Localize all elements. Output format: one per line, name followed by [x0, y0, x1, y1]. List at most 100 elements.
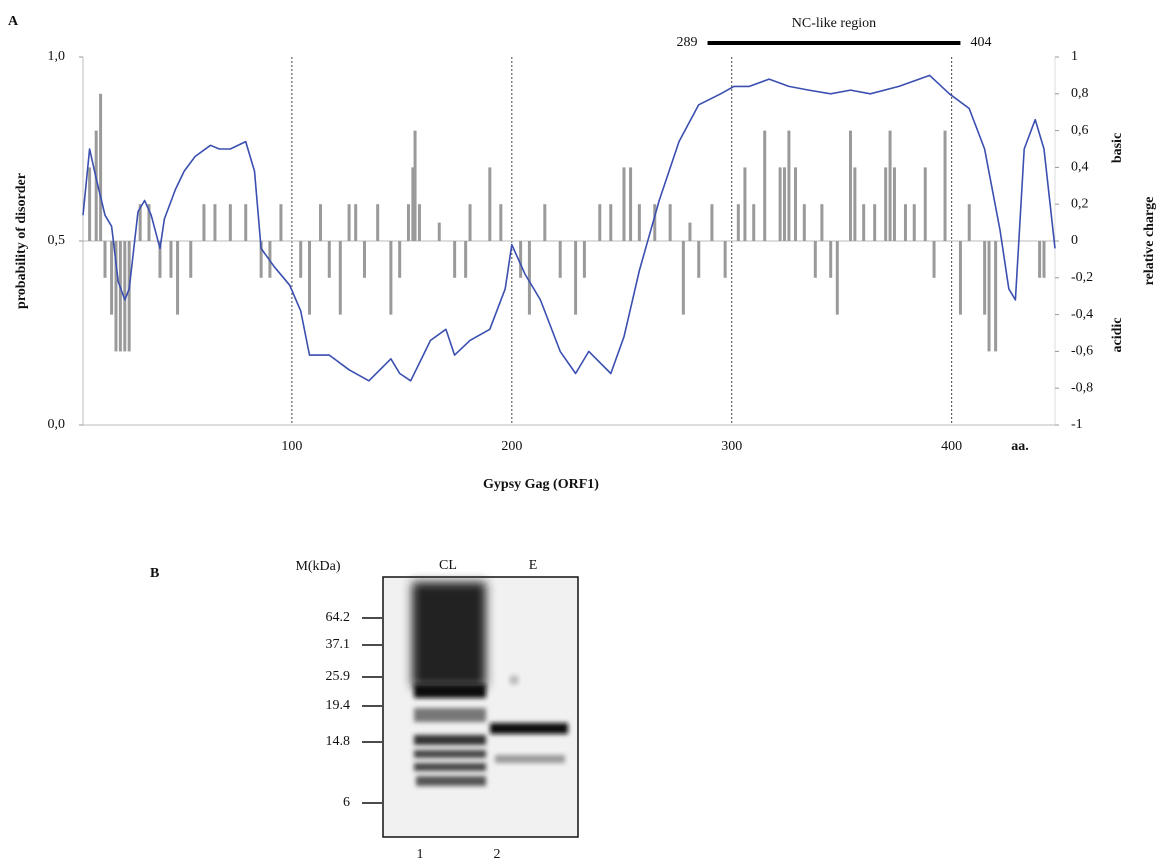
charge-bar — [622, 167, 626, 241]
charge-bar — [376, 204, 380, 241]
y2-note: acidic — [1110, 318, 1125, 353]
y2-tick-label: 0,8 — [1071, 86, 1089, 101]
charge-bar — [110, 241, 114, 315]
charge-bar — [752, 204, 756, 241]
charge-bar — [688, 222, 692, 241]
y2-tick-label: 0,4 — [1071, 160, 1089, 175]
charge-bar — [923, 167, 927, 241]
x-tick-label: 400 — [941, 439, 962, 454]
charge-bar — [609, 204, 613, 241]
charge-bar — [710, 204, 714, 241]
charge-bar — [189, 241, 193, 278]
y2-tick-label: 0,6 — [1071, 123, 1089, 138]
charge-bar — [437, 222, 441, 241]
y-tick-label: 0,0 — [48, 417, 66, 432]
gel-band — [414, 708, 486, 722]
gel-band — [495, 755, 565, 763]
charge-bar — [228, 204, 232, 241]
panel-label: A — [8, 14, 19, 29]
charge-bar — [94, 130, 98, 241]
gel-band — [414, 763, 486, 771]
charge-bar — [802, 204, 806, 241]
charge-bar — [259, 241, 263, 278]
charge-bar — [943, 130, 947, 241]
x-tick-label: 200 — [501, 439, 522, 454]
charge-bar — [1042, 241, 1046, 278]
charge-bar — [88, 167, 92, 241]
lane-number: 2 — [494, 847, 501, 862]
charge-bar — [582, 241, 586, 278]
charge-bar — [398, 241, 402, 278]
region-end: 404 — [970, 35, 991, 50]
charge-bar — [127, 241, 131, 352]
charge-bar — [464, 241, 468, 278]
charge-bar — [629, 167, 633, 241]
y-tick-label: 0,5 — [48, 233, 66, 248]
gel-band — [416, 776, 486, 786]
charge-bar — [668, 204, 672, 241]
disorder-line — [82, 74, 1056, 382]
charge-bar — [118, 241, 122, 352]
x-tick-label: 100 — [281, 439, 302, 454]
charge-bar — [653, 204, 657, 241]
marker-label: 25.9 — [326, 669, 351, 684]
gel-band — [414, 684, 486, 698]
marker-label: 19.4 — [326, 698, 351, 713]
charge-bar — [99, 93, 103, 241]
charge-bar — [499, 204, 503, 241]
charge-bar — [527, 241, 531, 315]
charge-bar — [862, 204, 866, 241]
gel-band — [414, 735, 486, 745]
charge-bar — [873, 204, 877, 241]
lane-label: E — [529, 558, 538, 573]
charge-bar — [983, 241, 987, 315]
marker-label: 37.1 — [326, 637, 351, 652]
charge-bar — [417, 204, 421, 241]
charge-bar — [1038, 241, 1042, 278]
charge-bar — [169, 241, 173, 278]
y2-axis-label: relative charge — [1142, 197, 1157, 286]
charge-bar — [967, 204, 971, 241]
y2-tick-label: 0 — [1071, 233, 1078, 248]
charge-bar — [820, 204, 824, 241]
y2-note: basic — [1110, 133, 1125, 163]
marker-label: 14.8 — [326, 734, 351, 749]
charge-bar — [848, 130, 852, 241]
charge-bar — [488, 167, 492, 241]
marker-label: 64.2 — [326, 610, 351, 625]
y2-tick-label: -0,8 — [1071, 380, 1093, 395]
y2-tick-label: -1 — [1071, 417, 1083, 432]
charge-bar — [637, 204, 641, 241]
charge-bar — [743, 167, 747, 241]
gel-image — [382, 576, 579, 838]
x-unit: aa. — [1011, 439, 1029, 454]
charge-bar — [347, 204, 351, 241]
charge-bar — [763, 130, 767, 241]
charge-bar — [912, 204, 916, 241]
charge-bar — [519, 241, 523, 278]
charge-bar — [413, 130, 417, 241]
charge-bar — [813, 241, 817, 278]
lane-number: 1 — [417, 847, 424, 862]
charge-bar — [176, 241, 180, 315]
charge-bar — [736, 204, 740, 241]
charge-bar — [411, 167, 415, 241]
y-tick-label: 1,0 — [48, 49, 66, 64]
charge-bar — [213, 204, 217, 241]
charge-bar — [892, 167, 896, 241]
x-tick-label: 300 — [721, 439, 742, 454]
charge-bar — [723, 241, 727, 278]
y2-tick-label: 1 — [1071, 49, 1078, 64]
charge-bar — [468, 204, 472, 241]
charge-bar — [932, 241, 936, 278]
charge-bar — [158, 241, 162, 278]
charge-bar — [338, 241, 342, 315]
charge-bar — [244, 204, 248, 241]
charge-bar — [147, 204, 151, 241]
marker-title: M(kDa) — [295, 559, 340, 574]
charge-bar — [319, 204, 323, 241]
charge-bar — [958, 241, 962, 315]
charge-bar — [987, 241, 991, 352]
